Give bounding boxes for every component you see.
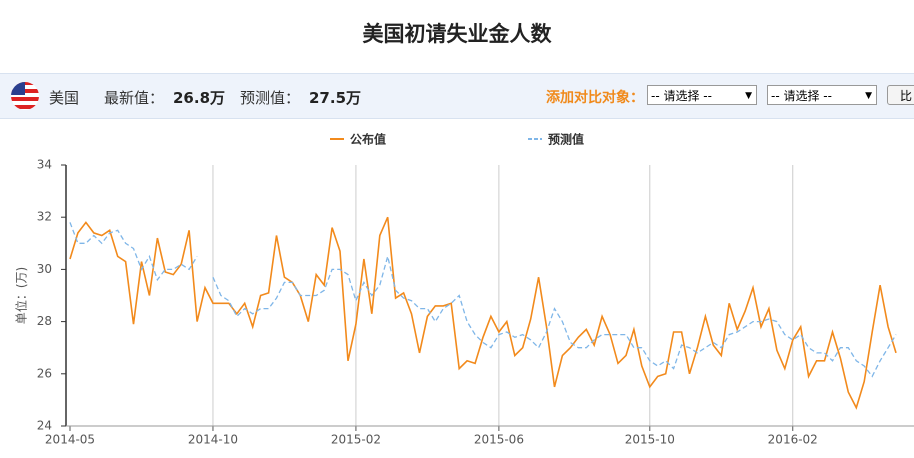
info-bar: 美国 最新值： 26.8万 预测值： 27.5万 添加对比对象： -- 请选择 …: [0, 73, 914, 119]
latest-label: 最新值：: [104, 89, 165, 107]
y-tick-label: 28: [37, 314, 52, 328]
select[interactable]: -- 请选择 --: [767, 85, 877, 106]
x-tick-label: 2015-06: [474, 433, 524, 447]
flag: [11, 82, 39, 110]
compare-button[interactable]: 比: [887, 85, 914, 105]
x-tick-label: 2015-02: [331, 433, 381, 447]
y-tick-label: 30: [37, 262, 52, 276]
forecast-value: 27.5万: [309, 89, 362, 107]
x-tick-label: 2016-02: [768, 433, 818, 447]
forecast-label: 预测值：: [240, 89, 301, 107]
x-tick-label: 2015-10: [625, 433, 675, 447]
x-tick-label: 2014-05: [45, 433, 95, 447]
series-line: [69, 216, 897, 410]
y-tick-label: 26: [37, 366, 52, 380]
x-tick-label: 2014-10: [188, 433, 238, 447]
chart-title: 美国初请失业金人数: [362, 22, 552, 46]
y-axis-label: 单位：(万): [14, 267, 29, 324]
series-line: [69, 222, 897, 378]
country: 美国: [49, 89, 80, 107]
compare-label: 添加对比对象：: [546, 90, 644, 106]
legend-label: 公布值: [350, 132, 386, 147]
select[interactable]: -- 请选择 --: [647, 85, 757, 106]
legend-label: 预测值: [548, 132, 584, 147]
y-tick-label: 34: [37, 158, 52, 172]
y-tick-label: 32: [37, 210, 52, 224]
latest-value: 26.8万: [173, 89, 226, 107]
y-tick-label: 24: [37, 419, 52, 433]
